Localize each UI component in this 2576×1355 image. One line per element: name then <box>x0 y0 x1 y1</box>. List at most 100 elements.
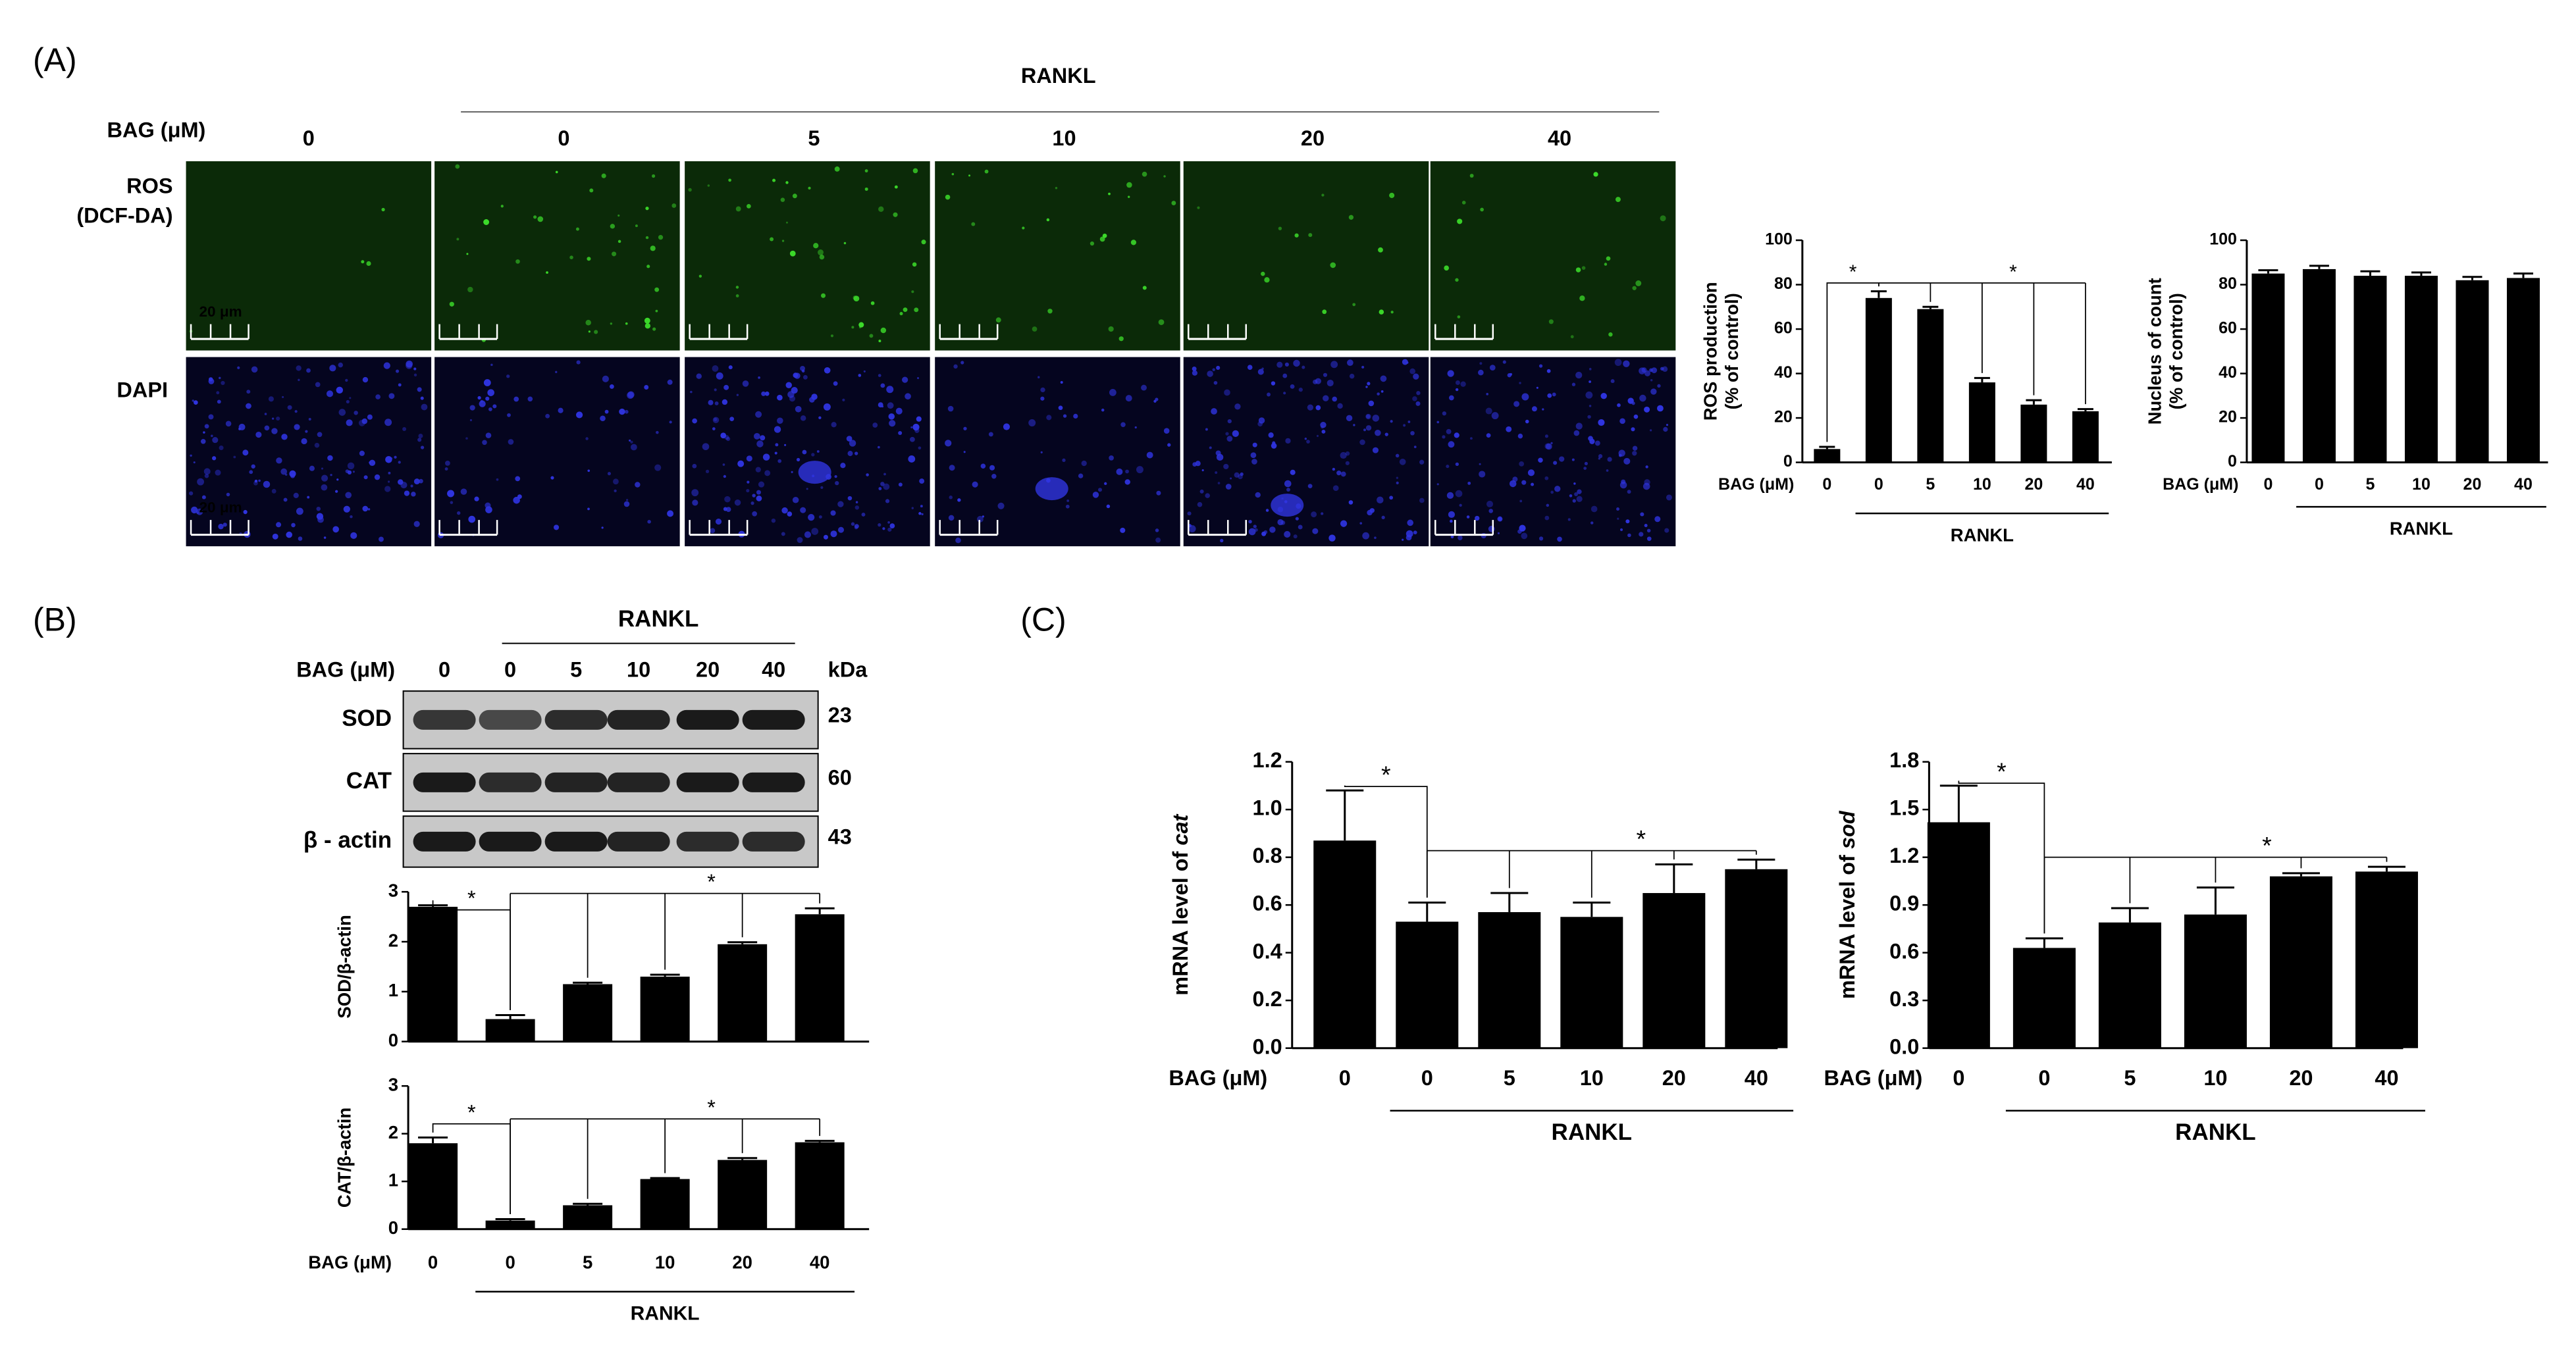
cell <box>1403 424 1406 427</box>
cell <box>417 387 422 392</box>
cell <box>1247 365 1253 370</box>
cell <box>716 372 723 380</box>
cell <box>413 367 417 371</box>
y-tick-label: 0.0 <box>1889 1035 1919 1058</box>
cell <box>1337 403 1343 409</box>
cell <box>1531 482 1535 486</box>
cell <box>755 467 761 473</box>
dose: 0 <box>504 658 516 682</box>
scale-label: 20 μm <box>199 303 242 320</box>
cell <box>216 391 220 395</box>
cell <box>1365 386 1368 388</box>
cell <box>384 419 392 426</box>
cell <box>1510 372 1513 376</box>
cell <box>1489 365 1496 371</box>
cell <box>903 307 908 313</box>
cell <box>1232 430 1239 437</box>
cell <box>882 527 885 530</box>
cell <box>835 480 839 486</box>
cell <box>1158 319 1165 325</box>
cell <box>1461 201 1466 205</box>
dose-label: BAG (μM) <box>296 658 395 682</box>
cell <box>635 482 641 488</box>
cell <box>314 442 320 448</box>
cell <box>771 518 776 523</box>
cell <box>280 468 288 475</box>
cell <box>1406 534 1412 541</box>
cell <box>1407 519 1413 526</box>
cell <box>237 366 240 370</box>
cell <box>864 187 868 191</box>
cell <box>707 184 710 187</box>
cell <box>858 322 864 328</box>
cell <box>1372 415 1380 422</box>
cell <box>705 469 710 474</box>
cell <box>746 455 752 462</box>
cell <box>610 322 613 325</box>
cell <box>1574 492 1579 497</box>
cell <box>1650 388 1657 395</box>
cell <box>251 464 255 469</box>
cell <box>823 534 828 540</box>
cell <box>418 433 423 438</box>
cell <box>496 478 499 481</box>
cell <box>1519 382 1521 384</box>
cell <box>1156 490 1161 496</box>
error-bar <box>650 1177 680 1179</box>
cell <box>1136 466 1143 474</box>
cell <box>1142 171 1147 177</box>
micrograph <box>186 357 432 547</box>
cell <box>644 385 649 390</box>
cell <box>785 221 788 224</box>
cell <box>238 423 246 430</box>
cell <box>507 413 511 417</box>
y-axis-label: (% of control) <box>2166 293 2186 409</box>
cell <box>837 501 844 507</box>
error-bar <box>1737 858 1775 869</box>
dose-label: BAG (μM) <box>107 118 206 142</box>
cell <box>688 188 692 192</box>
cell <box>1217 482 1221 484</box>
cell <box>1646 536 1652 541</box>
cell <box>953 364 958 369</box>
cell <box>327 455 333 461</box>
cell <box>851 522 855 526</box>
cell <box>1316 434 1319 437</box>
cell <box>602 375 609 382</box>
cell <box>696 373 702 379</box>
error-bar <box>2309 265 2329 269</box>
bar <box>718 1160 768 1229</box>
group-label: RANKL <box>1021 64 1096 88</box>
cell <box>1619 418 1625 424</box>
cell <box>1660 215 1666 222</box>
cell <box>354 411 358 415</box>
cell <box>1276 361 1283 368</box>
cell <box>306 368 311 373</box>
cell <box>777 394 783 401</box>
cell <box>1380 390 1384 393</box>
cell <box>646 265 650 268</box>
cell <box>1267 392 1271 397</box>
cell <box>883 483 890 490</box>
cell <box>895 407 903 415</box>
cell <box>811 453 815 457</box>
cell <box>1378 247 1383 253</box>
significance-bracket <box>510 892 821 1010</box>
cell <box>212 437 219 444</box>
cell <box>1488 525 1495 532</box>
cell <box>853 295 858 300</box>
y-axis-label: mRNA level of sod <box>1835 810 1858 999</box>
cell <box>791 471 793 473</box>
cell <box>219 445 224 451</box>
cell <box>1557 536 1562 542</box>
bar <box>1643 893 1706 1048</box>
y-tick-label: 1.0 <box>1253 796 1282 820</box>
cell <box>1283 392 1286 395</box>
x-axis-label: BAG (μM) <box>1824 1066 1923 1090</box>
cell <box>264 425 270 431</box>
cell <box>1141 384 1147 391</box>
cell <box>334 490 338 493</box>
cell <box>1554 486 1561 492</box>
cell <box>1040 387 1045 393</box>
y-tick-label: 20 <box>1774 408 1793 426</box>
